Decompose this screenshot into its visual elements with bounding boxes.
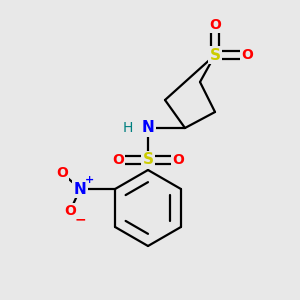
Text: O: O <box>209 18 221 32</box>
Text: S: S <box>142 152 154 167</box>
Text: O: O <box>241 48 253 62</box>
Text: S: S <box>209 47 220 62</box>
Text: O: O <box>112 153 124 167</box>
Text: −: − <box>74 212 86 226</box>
Text: O: O <box>64 204 76 218</box>
Text: H: H <box>123 121 133 135</box>
Text: O: O <box>56 166 68 180</box>
Text: +: + <box>85 175 94 185</box>
Text: N: N <box>74 182 86 196</box>
Text: O: O <box>172 153 184 167</box>
Text: N: N <box>142 121 154 136</box>
